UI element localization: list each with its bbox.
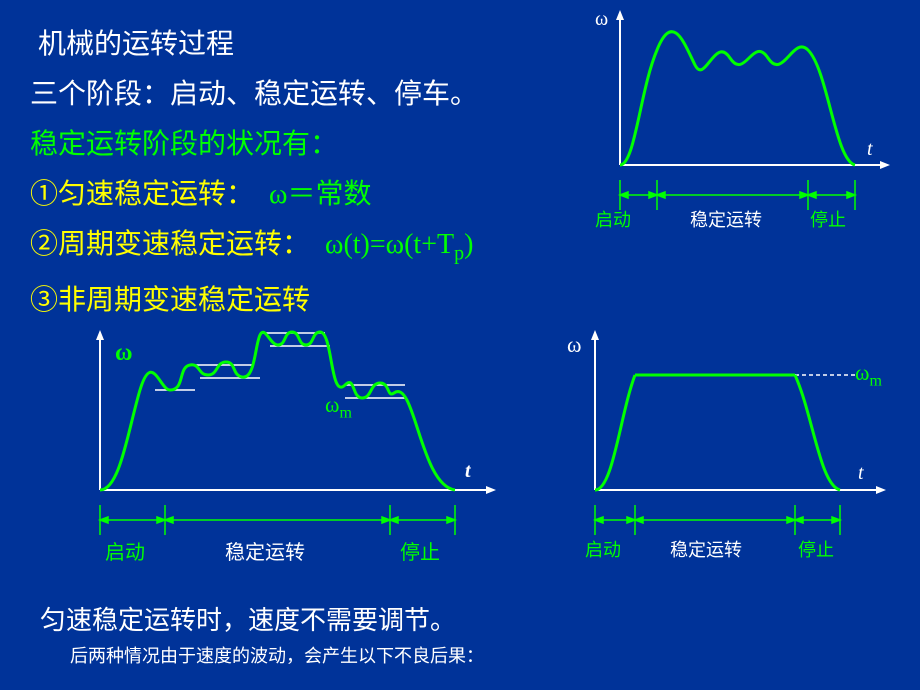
- item2-sub: p: [454, 243, 464, 265]
- label-startup-bl: 启动: [105, 536, 145, 565]
- item-2: ②周期变速稳定运转： ω(t)=ω(t+Tp): [30, 222, 473, 266]
- green-heading: 稳定运转阶段的状况有：: [30, 122, 338, 162]
- axis-omega-label: ω: [595, 8, 608, 31]
- item-1: ①匀速稳定运转： ω＝常数: [30, 172, 371, 212]
- chart-bottom-left: ω ωm t 启动 稳定运转 停止: [60, 330, 500, 590]
- item2-formula-main: ω(t)=ω(t+T: [325, 229, 454, 260]
- axis-t-label-br: t: [858, 462, 864, 485]
- axis-omega-label-br: ω: [567, 332, 581, 358]
- label-stop-top: 停止: [810, 206, 846, 232]
- item-3: ③非周期变速稳定运转: [30, 278, 310, 318]
- item2-end: ): [464, 229, 473, 260]
- label-steady-top: 稳定运转: [690, 206, 762, 232]
- chart-top-right: ω t 启动 稳定运转 停止: [595, 10, 895, 220]
- omega-m-label-br: ωm: [855, 360, 882, 390]
- omega-m-sub-br: m: [869, 372, 881, 389]
- title-line-2: 三个阶段：启动、稳定运转、停车。: [30, 72, 478, 112]
- label-stop-bl: 停止: [400, 536, 440, 565]
- item1-formula: ω＝常数: [269, 179, 371, 210]
- item2-prefix: ②周期变速稳定运转：: [30, 229, 310, 260]
- label-startup-top: 启动: [595, 206, 631, 232]
- omega-m-label-bl: ωm: [325, 392, 352, 422]
- label-steady-br: 稳定运转: [670, 536, 742, 562]
- axis-omega-label-bl: ω: [115, 340, 133, 367]
- bottom-line-1: 匀速稳定运转时，速度不需要调节。: [40, 600, 456, 637]
- chart-top-svg: [595, 10, 895, 220]
- item1-prefix: ①匀速稳定运转：: [30, 179, 254, 210]
- slide-root: 机械的运转过程 三个阶段：启动、稳定运转、停车。 稳定运转阶段的状况有： ①匀速…: [0, 0, 920, 690]
- axis-t-label-bl: t: [465, 460, 471, 483]
- omega-m-main-br: ω: [855, 360, 869, 385]
- title-line-1: 机械的运转过程: [38, 22, 234, 62]
- chart-bottom-right: ω ωm t 启动 稳定运转 停止: [555, 330, 895, 590]
- chart-br-svg: [555, 330, 895, 560]
- omega-m-sub: m: [339, 404, 351, 421]
- omega-m-main: ω: [325, 392, 339, 417]
- label-steady-bl: 稳定运转: [225, 536, 305, 565]
- label-startup-br: 启动: [585, 536, 621, 562]
- label-stop-br: 停止: [798, 536, 834, 562]
- axis-t-label: t: [867, 138, 873, 161]
- item2-formula: ω(t)=ω(t+Tp): [325, 229, 473, 260]
- bottom-line-2: 后两种情况由于速度的波动，会产生以下不良后果：: [70, 642, 484, 668]
